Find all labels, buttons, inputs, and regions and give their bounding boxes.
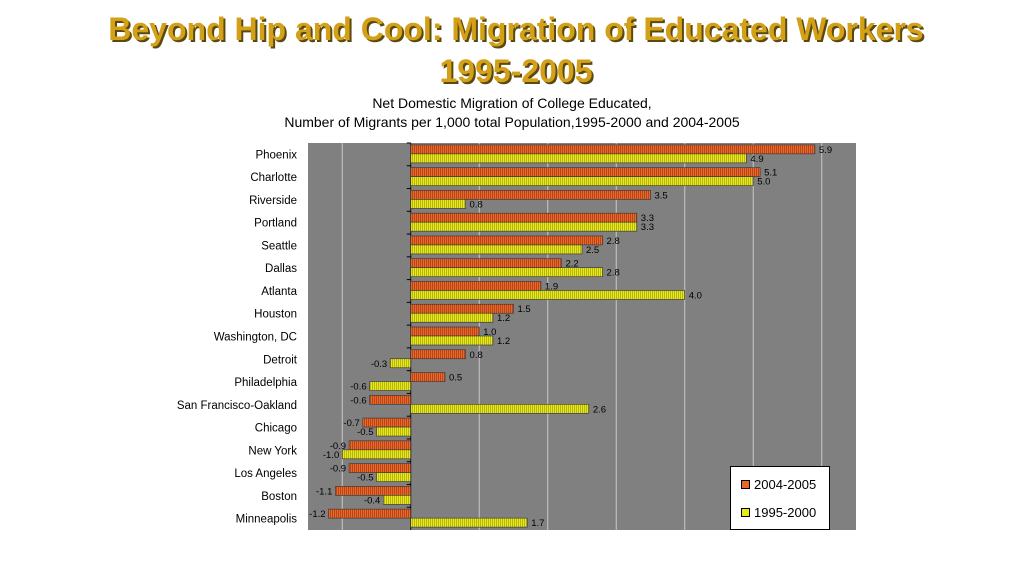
bar-2004-2005 <box>410 258 562 269</box>
bar-2004-2005 <box>348 463 412 473</box>
category-label: Phoenix <box>255 149 297 161</box>
bar-1995-2000 <box>341 449 412 460</box>
category-label: Philadelphia <box>234 377 297 389</box>
category-label: Atlanta <box>261 286 297 298</box>
data-label: 2.8 <box>607 236 620 247</box>
bar-1995-2000 <box>383 495 412 505</box>
data-label: 5.1 <box>764 168 777 179</box>
bar-1995-2000 <box>410 244 583 255</box>
bar-1995-2000 <box>410 221 638 232</box>
data-label: 0.8 <box>470 350 483 361</box>
data-label: 0.5 <box>449 373 462 384</box>
category-label: Boston <box>261 491 297 503</box>
legend-item-2004: 2004-2005 <box>741 477 816 492</box>
category-label: Los Angeles <box>234 468 297 480</box>
data-label: 1.9 <box>545 281 558 292</box>
data-label: -0.6 <box>350 395 366 406</box>
bar-2004-2005 <box>410 281 542 291</box>
legend-item-1995: 1995-2000 <box>741 505 816 520</box>
data-label: 2.6 <box>593 404 606 415</box>
bar-1995-2000 <box>410 199 466 209</box>
bar-1995-2000 <box>410 176 754 186</box>
bar-1995-2000 <box>376 472 412 482</box>
legend-label-2004: 2004-2005 <box>754 477 817 492</box>
chart-subtitle-line2: Number of Migrants per 1,000 total Popul… <box>284 114 740 130</box>
bar-1995-2000 <box>410 153 747 164</box>
data-label: -0.7 <box>343 418 359 429</box>
category-label: New York <box>248 445 297 457</box>
legend: 2004-2005 1995-2000 <box>730 466 830 530</box>
category-label: Seattle <box>261 240 297 252</box>
data-label: 3.5 <box>655 190 668 201</box>
bar-2004-2005 <box>362 417 412 428</box>
bar-2004-2005 <box>410 303 514 314</box>
bar-2004-2005 <box>410 349 466 360</box>
data-label: 5.9 <box>819 145 832 156</box>
data-label: 0.8 <box>470 199 483 210</box>
category-label: Portland <box>254 218 297 230</box>
bar-1995-2000 <box>376 426 412 437</box>
data-label: -0.3 <box>371 359 387 370</box>
data-label: -1.0 <box>323 450 339 461</box>
category-label: Riverside <box>249 195 297 207</box>
data-label: 1.7 <box>531 518 544 529</box>
data-label: 3.3 <box>641 213 654 224</box>
chart-title-line2: 1995-2005 <box>439 53 593 89</box>
legend-swatch-1995 <box>741 508 750 517</box>
bar-2004-2005 <box>410 212 638 223</box>
data-label: 1.5 <box>518 304 531 315</box>
data-label: 1.2 <box>497 336 510 347</box>
data-label: 2.2 <box>565 259 578 270</box>
bar-1995-2000 <box>410 312 494 323</box>
chart-title-line1: Beyond Hip and Cool: Migration of Educat… <box>108 11 924 47</box>
bar-1995-2000 <box>410 517 528 528</box>
data-label: 1.2 <box>497 313 510 324</box>
chart-subtitle-line1: Net Domestic Migration of College Educat… <box>372 95 652 111</box>
category-label: Washington, DC <box>214 332 297 344</box>
category-label: Houston <box>254 309 297 321</box>
data-label: -0.9 <box>330 464 346 475</box>
data-label: -0.4 <box>364 495 380 506</box>
bar-2004-2005 <box>410 326 480 337</box>
category-label: Dallas <box>265 263 297 275</box>
bar-2004-2005 <box>348 440 412 451</box>
data-label: 5.0 <box>757 177 770 188</box>
legend-label-1995: 1995-2000 <box>754 505 817 520</box>
data-label: -1.2 <box>309 509 325 520</box>
bar-2004-2005 <box>328 508 412 519</box>
category-label: Detroit <box>263 354 298 366</box>
category-label: Minneapolis <box>236 514 298 526</box>
bar-1995-2000 <box>410 267 603 278</box>
data-label: 2.8 <box>607 268 620 279</box>
bar-2004-2005 <box>410 144 816 155</box>
data-label: -0.6 <box>350 382 366 393</box>
data-label: 3.3 <box>641 222 654 233</box>
bar-1995-2000 <box>410 403 590 414</box>
data-label: -1.1 <box>316 486 332 497</box>
bar-1995-2000 <box>410 335 494 346</box>
bar-1995-2000 <box>410 290 686 300</box>
data-label: 4.9 <box>750 154 763 165</box>
bar-2004-2005 <box>410 190 651 200</box>
category-label: San Francisco-Oakland <box>177 400 297 412</box>
bar-2004-2005 <box>335 486 412 496</box>
category-label: Charlotte <box>250 172 297 184</box>
data-label: 1.0 <box>483 327 496 338</box>
legend-swatch-2004 <box>741 480 750 489</box>
bar-1995-2000 <box>369 381 412 391</box>
data-label: 4.0 <box>689 290 702 301</box>
bar-2004-2005 <box>410 235 603 246</box>
bar-1995-2000 <box>389 358 412 369</box>
data-label: -0.9 <box>330 441 346 452</box>
bar-2004-2005 <box>410 372 446 382</box>
data-label: -0.5 <box>357 427 373 438</box>
bar-2004-2005 <box>410 167 761 177</box>
bar-2004-2005 <box>369 394 412 405</box>
data-label: 2.5 <box>586 245 599 256</box>
category-label: Chicago <box>255 423 297 435</box>
data-label: -0.5 <box>357 473 373 484</box>
